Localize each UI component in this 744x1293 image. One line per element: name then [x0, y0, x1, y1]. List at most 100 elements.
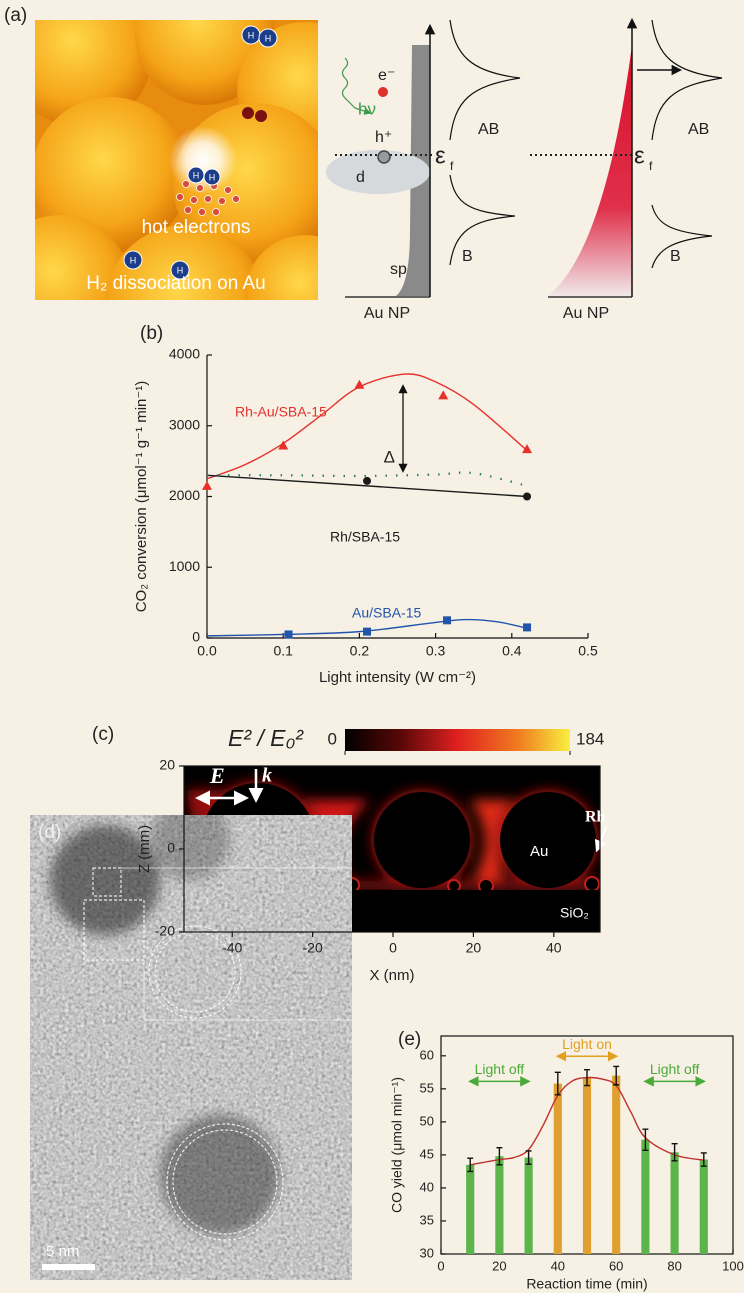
error-bar — [671, 1142, 678, 1162]
hole-label: h⁺ — [375, 129, 392, 146]
tem-image-part-part — [172, 1129, 278, 1235]
x-tick-label: 0.4 — [502, 643, 522, 659]
x-tick-label: -40 — [222, 940, 242, 956]
field-overlay-part — [594, 826, 607, 853]
bar — [553, 1083, 562, 1254]
bar — [641, 1139, 650, 1254]
annotation: k — [262, 765, 272, 787]
tem-image-part — [121, 867, 352, 1021]
illustration-part-part — [184, 206, 192, 214]
illustration-part — [176, 180, 240, 216]
marker — [443, 616, 452, 625]
x-tick-label: 0.0 — [197, 643, 217, 659]
y-tick-label: 35 — [420, 1212, 434, 1227]
tem-image-part-part — [83, 899, 145, 961]
fermi-subscript: f — [450, 159, 454, 173]
b-label: B — [670, 248, 681, 265]
illustration-part-part — [203, 168, 221, 186]
y-tick-label: 45 — [420, 1146, 434, 1161]
tem-image-part-part — [154, 931, 236, 1013]
bar — [495, 1156, 504, 1254]
y-tick-label: 50 — [420, 1113, 434, 1128]
d-band-label: d — [356, 169, 365, 186]
error-bar — [584, 1068, 590, 1087]
band-diagram-part — [449, 174, 516, 266]
annotation: Light on — [562, 1036, 612, 1052]
illustration-part-part — [258, 28, 278, 48]
colorbar-tick-label: 184 — [576, 729, 604, 748]
x-tick-label: 40 — [546, 940, 562, 956]
annotation: Light off — [475, 1061, 525, 1077]
sp-band-label: sp — [390, 261, 407, 278]
y-tick-label: 0 — [167, 840, 175, 856]
illustration-part-part — [218, 197, 226, 205]
b-label: B — [462, 248, 473, 265]
tem-image-part — [42, 1264, 95, 1270]
illustration-part-part — [196, 184, 204, 192]
illustration-part — [245, 235, 318, 300]
band-diagram-part — [651, 204, 713, 269]
annotation: Au — [530, 843, 548, 860]
y-tick-label: 60 — [420, 1047, 434, 1062]
error-bar — [496, 1146, 503, 1166]
annotation: Rh — [585, 809, 606, 826]
x-tick-label: 0.1 — [273, 643, 293, 659]
colorbar — [345, 729, 570, 751]
marker — [363, 476, 372, 485]
band-diagram: ε f AB B Au NP — [530, 17, 723, 322]
axis-label: Au NP — [563, 305, 609, 322]
ab-label: AB — [688, 121, 709, 138]
y-axis-label: CO₂ conversion (μmol⁻¹ g⁻¹ min⁻¹) — [133, 381, 150, 613]
band-diagram-part — [378, 87, 388, 97]
band-diagram-part — [548, 45, 632, 296]
series-line — [206, 474, 528, 498]
x-tick-label: 20 — [492, 1258, 506, 1273]
x-tick-label: 0 — [389, 940, 397, 956]
illustration-part-part — [182, 180, 190, 188]
panel-label: (a) — [4, 5, 27, 26]
illustration-part-part — [176, 193, 184, 201]
band-diagram: e⁻ hν h⁺ d sp ε f AB B Au NP — [326, 19, 521, 322]
atom-label: H — [177, 265, 184, 275]
field-map-part — [500, 792, 596, 888]
bar — [582, 1077, 592, 1254]
x-tick-label: -20 — [303, 940, 323, 956]
y-tick-label: 20 — [159, 757, 175, 773]
series-line — [206, 373, 528, 480]
tem-image-part-part — [166, 1123, 284, 1241]
atom-label: H — [209, 172, 216, 182]
y-tick-label: 2000 — [169, 487, 200, 503]
x-tick-label: 20 — [466, 940, 482, 956]
y-tick-label: 0 — [192, 629, 200, 645]
atom-label: H — [130, 255, 137, 265]
annotation: Light off — [650, 1061, 700, 1077]
hot-electrons-label: hot electrons — [142, 217, 251, 238]
series-label: Au/SBA-15 — [352, 605, 421, 621]
scale-bar-label: 5 nm — [46, 1243, 79, 1260]
tem-image-part — [50, 825, 160, 935]
series-label: Rh-Au/SBA-15 — [235, 404, 327, 420]
fermi-symbol: ε — [435, 142, 446, 169]
error-bar — [700, 1152, 707, 1167]
illustration-part-part — [232, 195, 240, 203]
marker — [278, 440, 289, 450]
x-axis-label: Reaction time (min) — [526, 1276, 647, 1292]
error-bar — [525, 1150, 532, 1165]
illustration-part — [123, 25, 278, 280]
error-bar — [613, 1065, 620, 1086]
band-diagram-part — [651, 19, 723, 141]
illustration-part-part — [190, 196, 198, 204]
fermi-subscript: f — [649, 159, 653, 173]
atom-label: H — [248, 30, 255, 40]
illustration-part — [242, 107, 254, 119]
illustration-part-part — [170, 260, 190, 280]
y-tick-label: 40 — [420, 1179, 434, 1194]
x-tick-label: 0.5 — [578, 643, 598, 659]
caption: H₂ dissociation on Au — [86, 273, 266, 294]
annotation: E — [209, 763, 225, 788]
y-tick-label: 55 — [420, 1080, 434, 1095]
x-tick-label: 80 — [667, 1258, 681, 1273]
y-tick-label: 3000 — [169, 416, 200, 432]
